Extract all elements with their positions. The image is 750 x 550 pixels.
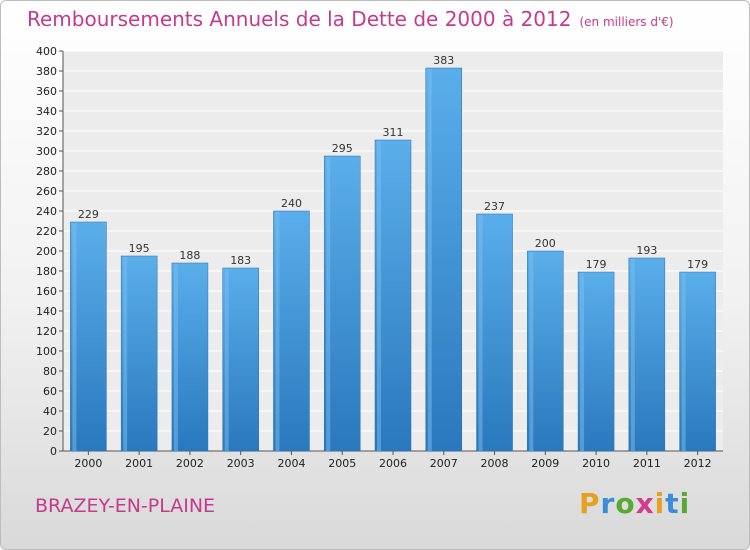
y-tick-label: 300	[36, 145, 57, 158]
y-tick-label: 360	[36, 85, 57, 98]
city-name: BRAZEY-EN-PLAINE	[35, 495, 216, 517]
logo-letter: i	[679, 487, 691, 520]
bar-highlight	[377, 141, 381, 451]
logo-letter: o	[615, 487, 636, 520]
logo-letter: t	[665, 487, 680, 520]
y-tick-label: 0	[50, 445, 57, 458]
y-tick-label: 380	[36, 65, 57, 78]
y-tick-label: 280	[36, 165, 57, 178]
y-tick-label: 200	[36, 245, 57, 258]
y-tick-label: 120	[36, 325, 57, 338]
y-tick-label: 140	[36, 305, 57, 318]
bar-highlight	[275, 212, 280, 451]
bar-highlight	[630, 259, 635, 451]
y-tick-label: 160	[36, 285, 57, 298]
y-tick-label: 220	[36, 225, 57, 238]
logo-letter: P	[579, 487, 601, 520]
bar-value-label: 195	[129, 242, 150, 255]
x-tick-label: 2001	[125, 457, 153, 470]
logo-letter: x	[635, 487, 655, 520]
x-tick-label: 2012	[684, 457, 712, 470]
bar-value-label: 200	[535, 237, 556, 250]
y-tick-label: 40	[43, 405, 57, 418]
x-tick-label: 2002	[176, 457, 204, 470]
bar-value-label: 229	[78, 208, 99, 221]
y-tick-label: 320	[36, 125, 57, 138]
bar-value-label: 295	[332, 142, 353, 155]
bar-value-label: 188	[179, 249, 200, 262]
bar-highlight	[72, 223, 77, 451]
y-tick-label: 80	[43, 365, 57, 378]
bar-highlight	[123, 257, 128, 451]
chart-subtitle: (en milliers d'€)	[579, 15, 674, 29]
y-tick-label: 20	[43, 425, 57, 438]
bar-value-label: 383	[433, 54, 454, 67]
x-tick-label: 2010	[582, 457, 610, 470]
bar-value-label: 311	[383, 126, 404, 139]
y-tick-label: 260	[36, 185, 57, 198]
bar-value-label: 183	[230, 254, 251, 267]
x-tick-label: 2011	[633, 457, 661, 470]
bar-highlight	[529, 252, 534, 451]
x-tick-label: 2006	[379, 457, 407, 470]
bar-highlight	[224, 269, 229, 451]
proxiti-logo: Proxiti	[579, 487, 690, 520]
y-tick-label: 100	[36, 345, 57, 358]
bar-value-label: 179	[586, 258, 607, 271]
logo-letter: i	[654, 487, 666, 520]
bar-highlight	[580, 273, 585, 451]
bar-highlight	[427, 69, 432, 451]
bar-highlight	[326, 157, 331, 451]
x-tick-label: 2000	[74, 457, 102, 470]
x-tick-label: 2009	[531, 457, 559, 470]
bar-highlight	[478, 215, 483, 451]
bar-value-label: 179	[687, 258, 708, 271]
bar-highlight	[681, 273, 686, 451]
y-tick-label: 60	[43, 385, 57, 398]
x-tick-label: 2005	[328, 457, 356, 470]
logo-letter: r	[600, 487, 616, 520]
bar-value-label: 237	[484, 200, 505, 213]
chart-title-text: Remboursements Annuels de la Dette de 20…	[27, 7, 572, 31]
chart-title: Remboursements Annuels de la Dette de 20…	[27, 7, 674, 31]
y-tick-label: 340	[36, 105, 57, 118]
bar-value-label: 240	[281, 197, 302, 210]
x-tick-label: 2008	[481, 457, 509, 470]
bar-value-label: 193	[636, 244, 657, 257]
y-tick-label: 240	[36, 205, 57, 218]
x-tick-label: 2003	[227, 457, 255, 470]
x-tick-label: 2007	[430, 457, 458, 470]
x-tick-label: 2004	[277, 457, 305, 470]
y-tick-label: 400	[36, 45, 57, 58]
y-tick-label: 180	[36, 265, 57, 278]
bar-highlight	[173, 264, 178, 451]
